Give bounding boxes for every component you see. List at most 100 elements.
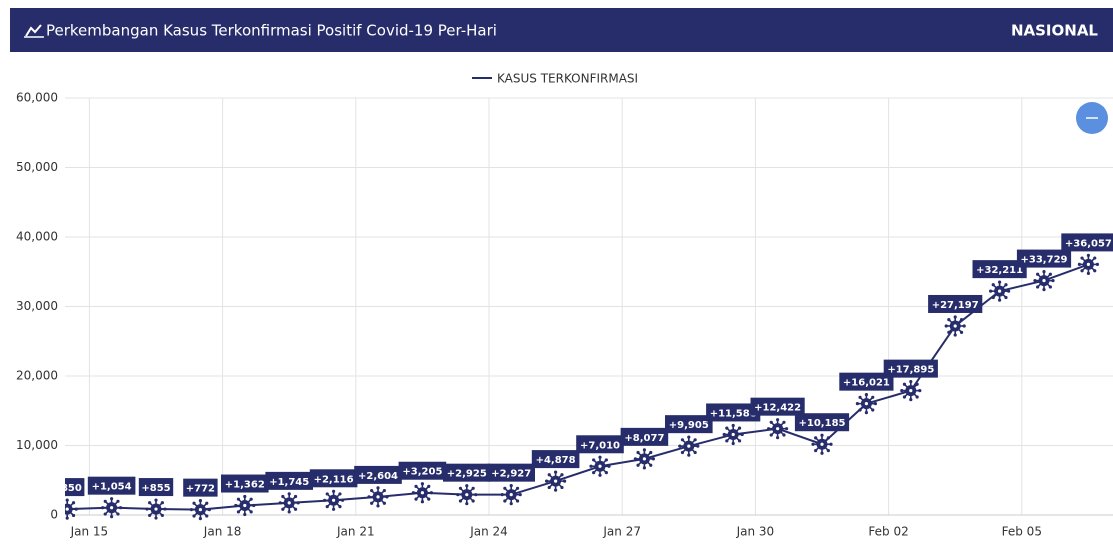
marker-spike-tip: [959, 318, 964, 322]
value-label-box: [443, 463, 491, 482]
marker-dot: [465, 493, 469, 497]
virus-marker: [545, 470, 567, 492]
value-label: +2,604: [358, 471, 398, 482]
value-label: +2,116: [314, 474, 354, 485]
marker-spike-tip: [293, 494, 298, 499]
marker-dot: [1086, 262, 1090, 267]
virus-marker: [589, 455, 611, 477]
marker-spike-tip: [207, 508, 211, 512]
marker-spike-tip: [471, 486, 475, 490]
value-label: +772: [186, 484, 215, 495]
marker-spike-tip: [110, 497, 114, 501]
value-label-box: [928, 294, 983, 313]
marker-spike-tip: [696, 444, 700, 448]
marker-spike-tip: [1048, 285, 1052, 289]
marker-dot: [509, 493, 513, 497]
value-label: +27,197: [932, 300, 979, 311]
value-label-box: [1016, 249, 1072, 268]
virus-marker: [145, 498, 167, 520]
marker-spike-tip: [427, 484, 431, 488]
marker-dot: [154, 507, 158, 511]
value-label-box: [706, 403, 761, 422]
marker-spike-tip: [947, 330, 951, 334]
marker-spike-tip: [811, 442, 815, 446]
marker-spike-tip: [74, 507, 78, 511]
marker-spike-tip: [198, 517, 202, 521]
value-label-box: [309, 469, 358, 488]
value-label: +17,895: [887, 365, 934, 376]
marker-spike-tip: [991, 295, 995, 300]
marker-dot: [953, 324, 957, 328]
marker-spike-tip: [953, 333, 957, 337]
marker-spike-tip: [871, 408, 875, 412]
marker-spike-tip: [116, 499, 120, 503]
value-label: +32,211: [976, 265, 1023, 276]
marker-spike-tip: [1036, 285, 1040, 289]
marker-spike-tip: [71, 501, 76, 505]
value-label: +1,362: [225, 480, 265, 491]
virus-marker: [278, 492, 300, 514]
y-tick-label: 40,000: [16, 230, 58, 244]
marker-dot: [376, 495, 380, 499]
marker-spike-tip: [598, 473, 602, 477]
marker-spike-tip: [252, 503, 256, 508]
marker-spike-tip: [1093, 269, 1097, 273]
value-label-box: [65, 478, 85, 497]
value-label: +4,878: [536, 455, 576, 466]
marker-spike-tip: [205, 514, 209, 518]
marker-dot: [864, 402, 868, 406]
marker-spike-tip: [376, 504, 380, 508]
marker-spike-tip: [414, 497, 418, 501]
x-tick-label: Jan 18: [203, 525, 242, 539]
marker-spike-tip: [1086, 271, 1090, 276]
value-label: +855: [141, 483, 170, 494]
marker-spike-tip: [962, 324, 966, 328]
marker-spike-tip: [909, 380, 913, 384]
marker-spike-tip: [782, 420, 786, 424]
marker-spike-tip: [287, 492, 291, 496]
marker-spike-tip: [1036, 272, 1040, 276]
virus-marker: [989, 280, 1011, 302]
virus-marker: [101, 497, 123, 519]
value-label: +8,077: [624, 433, 664, 444]
marker-spike-tip: [947, 318, 951, 322]
marker-spike-tip: [785, 427, 789, 431]
marker-spike-tip: [915, 382, 919, 386]
marker-spike-tip: [205, 501, 209, 505]
marker-spike-tip: [474, 493, 478, 497]
marker-spike-tip: [458, 486, 463, 490]
virus-marker: [1077, 253, 1099, 276]
marker-spike-tip: [518, 493, 522, 497]
header-scope: NASIONAL: [1011, 22, 1098, 40]
marker-spike-tip: [71, 513, 76, 518]
marker-spike-tip: [116, 512, 120, 516]
value-label: +10,185: [799, 418, 846, 429]
marker-spike-tip: [338, 505, 342, 509]
virus-marker: [323, 489, 345, 511]
marker-spike-tip: [503, 499, 507, 503]
marker-spike-tip: [1048, 272, 1052, 276]
marker-spike-tip: [560, 473, 564, 477]
marker-spike-tip: [465, 484, 469, 488]
marker-spike-tip: [725, 439, 729, 443]
marker-spike-tip: [554, 470, 558, 474]
marker-spike-tip: [515, 499, 520, 503]
marker-dot: [243, 503, 247, 508]
marker-spike-tip: [814, 448, 818, 453]
marker-spike-tip: [293, 507, 298, 511]
marker-spike-tip: [234, 503, 238, 508]
marker-spike-tip: [192, 501, 196, 505]
marker-dot: [65, 507, 69, 511]
marker-spike-tip: [236, 510, 241, 514]
marker-spike-tip: [427, 497, 431, 501]
marker-spike-tip: [944, 324, 948, 328]
virus-marker: [456, 484, 478, 506]
marker-spike-tip: [119, 506, 123, 510]
marker-spike-tip: [278, 501, 282, 505]
marker-spike-tip: [198, 499, 202, 503]
marker-spike-tip: [592, 458, 596, 462]
marker-spike-tip: [456, 493, 460, 497]
marker-spike-tip: [767, 427, 771, 431]
virus-marker: [900, 380, 922, 402]
marker-spike-tip: [820, 451, 824, 455]
